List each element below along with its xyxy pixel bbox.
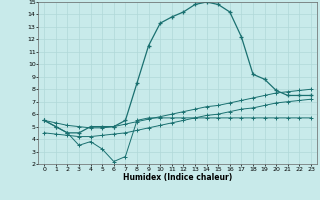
- X-axis label: Humidex (Indice chaleur): Humidex (Indice chaleur): [123, 173, 232, 182]
